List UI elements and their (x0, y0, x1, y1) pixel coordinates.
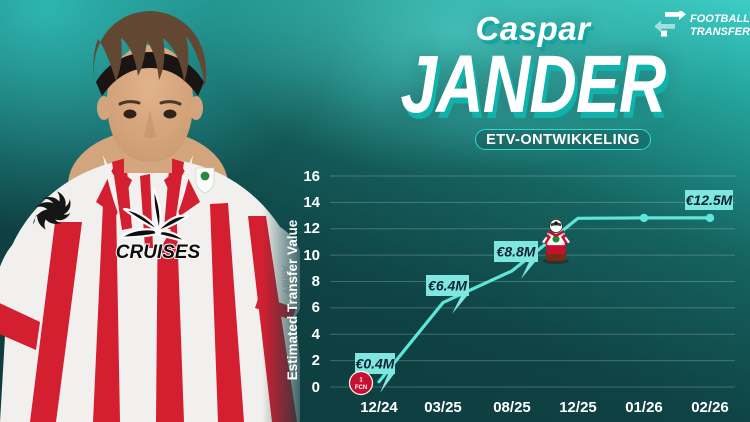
svg-text:16: 16 (303, 168, 320, 185)
svg-text:6: 6 (312, 299, 320, 316)
svg-text:03/25: 03/25 (424, 399, 462, 416)
svg-text:12/25: 12/25 (559, 399, 597, 416)
svg-text:02/26: 02/26 (691, 399, 729, 416)
svg-text:12/24: 12/24 (360, 399, 398, 416)
svg-text:€12.5M: €12.5M (686, 192, 733, 208)
svg-text:4: 4 (312, 326, 321, 343)
svg-text:14: 14 (303, 194, 320, 211)
svg-text:€8.8M: €8.8M (497, 244, 536, 260)
svg-text:10: 10 (303, 247, 320, 264)
svg-text:Estimated Transfer Value: Estimated Transfer Value (285, 219, 300, 380)
svg-text:€0.4M: €0.4M (356, 356, 395, 372)
svg-text:08/25: 08/25 (493, 399, 531, 416)
svg-text:01/26: 01/26 (625, 399, 663, 416)
svg-text:12: 12 (303, 220, 320, 237)
svg-text:0: 0 (312, 379, 320, 396)
svg-text:8: 8 (312, 273, 320, 290)
svg-text:€6.4M: €6.4M (428, 278, 467, 294)
svg-text:2: 2 (312, 352, 320, 369)
svg-text:FCN: FCN (355, 385, 367, 391)
